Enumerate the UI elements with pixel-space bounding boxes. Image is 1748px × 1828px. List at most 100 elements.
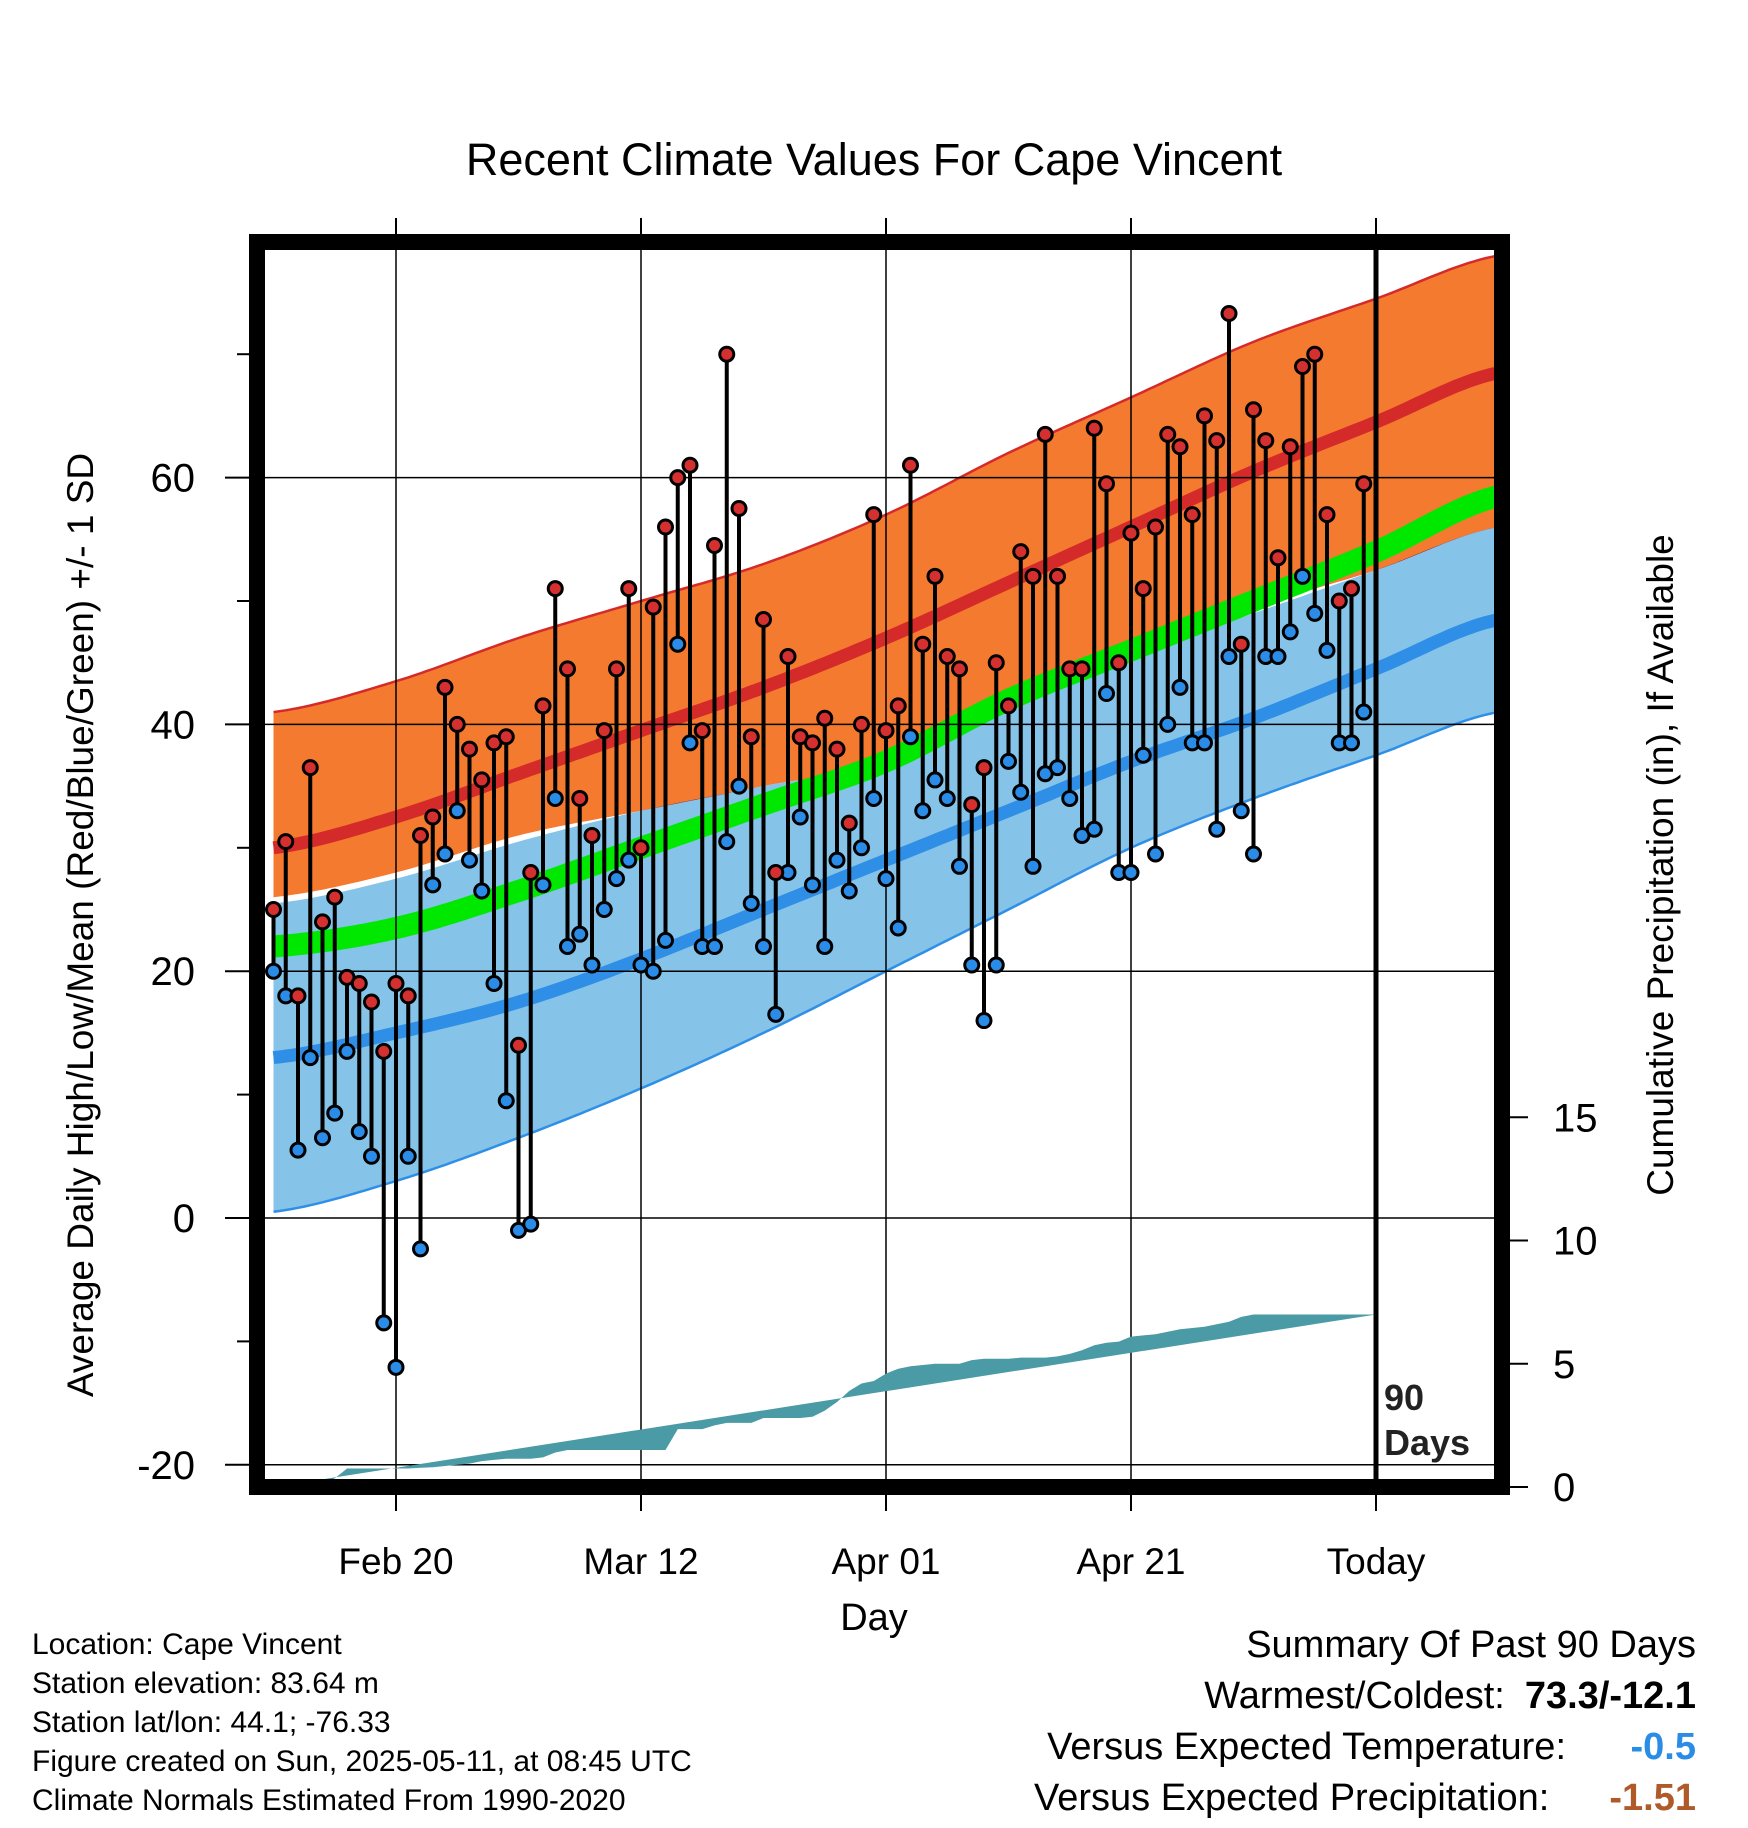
high-temp-point: [877, 722, 895, 740]
high-temp-point: [301, 759, 319, 777]
low-temp-point: [1343, 734, 1360, 752]
low-temp-point: [669, 635, 687, 653]
temp-departure-row: Versus Expected Temperature: -0.5: [1034, 1722, 1696, 1773]
high-temp-point: [632, 839, 650, 857]
temp-departure-label: Versus Expected Temperature:: [1047, 1726, 1566, 1768]
y-tick-label: 40: [151, 703, 196, 747]
high-temp-point: [902, 456, 919, 474]
low-temp-point: [485, 975, 503, 993]
low-temp-point: [657, 931, 674, 949]
high-temp-point: [828, 740, 846, 758]
high-temp-point: [522, 863, 540, 881]
high-temp-point: [1294, 358, 1311, 376]
low-temp-point: [461, 851, 478, 869]
today-marker-label: 90: [1384, 1377, 1424, 1418]
low-temp-point: [399, 1147, 417, 1165]
high-temp-point: [951, 660, 968, 678]
low-temp-point: [571, 925, 589, 943]
high-temp-point: [1000, 697, 1017, 715]
low-temp-point: [742, 894, 760, 912]
high-temp-point: [1269, 549, 1287, 567]
high-temp-point: [1183, 506, 1201, 524]
low-temp-point: [1245, 845, 1262, 863]
low-temp-point: [1085, 820, 1103, 838]
low-temp-point: [1281, 623, 1299, 641]
x-tick-label: Apr 21: [1076, 1541, 1185, 1582]
high-temp-point: [461, 740, 478, 758]
precip-departure-label: Versus Expected Precipitation:: [1033, 1777, 1550, 1819]
plot-border: [249, 234, 1510, 1495]
low-temp-point: [289, 1141, 307, 1159]
high-temp-point: [583, 826, 601, 844]
high-temp-point: [1110, 654, 1128, 672]
summary-title: Summary Of Past 90 Days: [1246, 1624, 1696, 1666]
low-temp-point: [301, 1049, 319, 1067]
high-temp-point: [1085, 419, 1103, 437]
low-temp-point: [534, 876, 552, 894]
precipitation-area: [273, 1314, 1376, 1487]
cumulative-precip-area: [273, 1314, 1376, 1487]
low-temp-point: [987, 956, 1005, 974]
high-temp-point: [706, 536, 723, 554]
high-temp-point: [546, 580, 564, 598]
high-temp-point: [1073, 660, 1091, 678]
high-temp-point: [350, 975, 368, 993]
high-temp-point: [1208, 432, 1226, 450]
today-marker-label: Days: [1384, 1422, 1470, 1463]
high-temp-point: [265, 901, 282, 918]
low-temp-point: [338, 1042, 356, 1060]
high-temp-point: [1147, 518, 1164, 536]
low-temp-point: [1196, 734, 1213, 752]
station-info: Location: Cape Vincent Station elevation…: [32, 1625, 692, 1820]
high-temp-point: [534, 697, 552, 715]
low-temp-point: [963, 956, 981, 974]
low-temp-point: [436, 845, 454, 863]
low-temp-point: [644, 962, 662, 980]
high-temp-point: [436, 678, 454, 696]
low-temp-point: [828, 851, 846, 869]
low-temp-point: [583, 956, 601, 974]
high-temp-point: [399, 987, 417, 1005]
y2-axis-label: Cumulative Precipitation (in), If Availa…: [1640, 534, 1681, 1196]
latlon-text: Station lat/lon: 44.1; -76.33: [32, 1706, 391, 1739]
low-temp-point: [1061, 789, 1079, 807]
high-temp-point: [1134, 580, 1152, 598]
high-temp-point: [779, 648, 797, 666]
low-temp-point: [326, 1104, 344, 1122]
high-temp-point: [865, 506, 883, 524]
high-temp-point: [608, 660, 625, 678]
high-temp-point: [1330, 592, 1348, 610]
high-temp-point: [473, 771, 491, 789]
low-temp-point: [755, 938, 772, 956]
y-tick-label: -20: [137, 1444, 195, 1488]
low-temp-point: [816, 938, 834, 956]
high-temp-point: [840, 814, 858, 832]
low-temp-point: [718, 833, 736, 851]
low-temp-point: [840, 882, 858, 900]
elevation-text: Station elevation: 83.64 m: [32, 1667, 379, 1700]
low-temp-point: [889, 919, 907, 937]
high-temp-point: [375, 1042, 393, 1060]
normals-text: Climate Normals Estimated From 1990-2020: [32, 1784, 626, 1817]
low-temp-point: [1049, 759, 1066, 777]
low-temp-point: [767, 1005, 785, 1023]
low-temp-point: [1208, 820, 1226, 838]
high-temp-point: [963, 796, 981, 814]
high-temp-point: [1220, 304, 1238, 322]
high-temp-point: [669, 469, 687, 487]
high-temp-point: [1122, 524, 1140, 542]
low-temp-point: [350, 1123, 368, 1141]
high-temp-point: [938, 648, 956, 666]
x-tick-label: Today: [1327, 1541, 1426, 1582]
high-temp-point: [277, 833, 295, 851]
high-temp-point: [412, 826, 429, 844]
high-temp-point: [571, 789, 589, 807]
high-temp-point: [595, 722, 613, 740]
low-temp-point: [375, 1314, 393, 1332]
high-temp-point: [448, 715, 466, 733]
axes: Feb 20 Mar 12 Apr 01 Apr 21 Today -20 0 20 40 60 0…: [137, 218, 1598, 1582]
y-axis-label: Average Daily High/Low/Mean (Red/Blue/Gr…: [60, 453, 101, 1397]
high-temp-point: [1098, 475, 1115, 493]
high-temp-point: [1281, 438, 1299, 456]
